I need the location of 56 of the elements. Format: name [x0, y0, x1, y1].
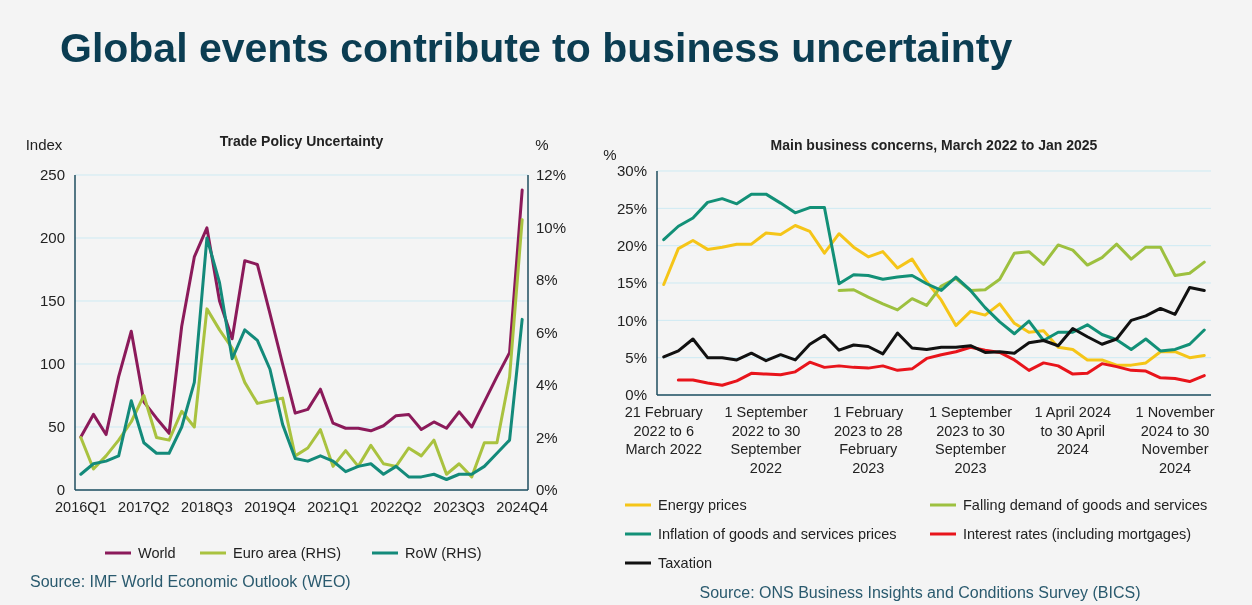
y-axis-title: Index: [25, 136, 63, 153]
y-tick-label: 200: [39, 229, 65, 247]
x-tick-label: 2021Q1: [307, 499, 359, 515]
y-tick-label: 20%: [616, 236, 647, 254]
y2-tick-label: 4%: [536, 376, 558, 394]
y-tick-label: 250: [39, 166, 65, 184]
legend-label: Taxation: [658, 555, 713, 572]
x-tick-label: 2017Q2: [118, 499, 170, 515]
x-tick-label: 2024Q4: [496, 499, 548, 515]
y-tick-label: 0%: [625, 386, 647, 404]
line-series: [79, 188, 524, 439]
x-tick-label: 21 February 2022 to 6 March 2022: [624, 404, 704, 457]
source-note: Source: ONS Business Insights and Conditions Survey (BICS): [699, 584, 1141, 601]
y-tick-label: 5%: [625, 348, 647, 366]
legend-label: Interest rates (including mortgages): [963, 526, 1192, 543]
x-tick-label: 2018Q3: [181, 499, 233, 515]
line-series: [676, 345, 1206, 387]
legend-label: World: [138, 545, 176, 562]
x-tick-label: 2016Q1: [55, 499, 107, 515]
line-series: [662, 285, 1206, 363]
y-tick-label: 100: [39, 355, 65, 373]
x-tick-label: 2022Q2: [370, 499, 422, 515]
x-tick-label: 1 February 2023 to 28 February 2023: [833, 404, 905, 476]
legend-label: RoW (RHS): [405, 545, 482, 562]
y2-tick-label: 0%: [536, 481, 558, 499]
x-tick-label: 1 September 2022 to 30 September 2022: [724, 404, 808, 476]
x-tick-label: 1 April 2024 to 30 April 2024: [1034, 404, 1112, 457]
x-tick-label: 1 November 2024 to 30 November 2024: [1135, 404, 1215, 476]
line-series: [662, 192, 1206, 353]
y-tick-label: 10%: [616, 311, 647, 329]
y-tick-label: 0: [56, 481, 65, 499]
y-tick-label: 30%: [616, 162, 647, 180]
line-series: [837, 242, 1206, 312]
y-tick-label: 15%: [616, 274, 647, 292]
legend-label: Inflation of goods and services prices: [658, 526, 897, 543]
legend-label: Falling demand of goods and services: [963, 497, 1208, 514]
x-tick-label: 2019Q4: [244, 499, 296, 515]
y-tick-label: 150: [39, 292, 65, 310]
chart-title: Trade Policy Uncertainty: [219, 133, 384, 149]
y-tick-label: 25%: [616, 199, 647, 217]
y-tick-label: 50: [48, 418, 65, 436]
y2-tick-label: 12%: [536, 166, 567, 184]
y-axis-title: %: [603, 146, 617, 163]
y2-axis-title: %: [535, 136, 549, 153]
y2-tick-label: 10%: [536, 218, 567, 236]
x-tick-label: 2023Q3: [433, 499, 485, 515]
y2-tick-label: 2%: [536, 428, 558, 446]
legend-label: Energy prices: [658, 497, 747, 514]
source-note: Source: IMF World Economic Outlook (WEO): [30, 573, 351, 590]
line-series: [662, 224, 1206, 367]
y2-tick-label: 6%: [536, 323, 558, 341]
chart-title: Main business concerns, March 2022 to Jan 2025: [770, 137, 1098, 153]
y2-tick-label: 8%: [536, 271, 558, 289]
x-tick-label: 1 September 2023 to 30 September 2023: [929, 404, 1013, 476]
text: Global events contribute to business uncertainty: [60, 25, 1013, 71]
legend-label: Euro area (RHS): [233, 545, 341, 562]
